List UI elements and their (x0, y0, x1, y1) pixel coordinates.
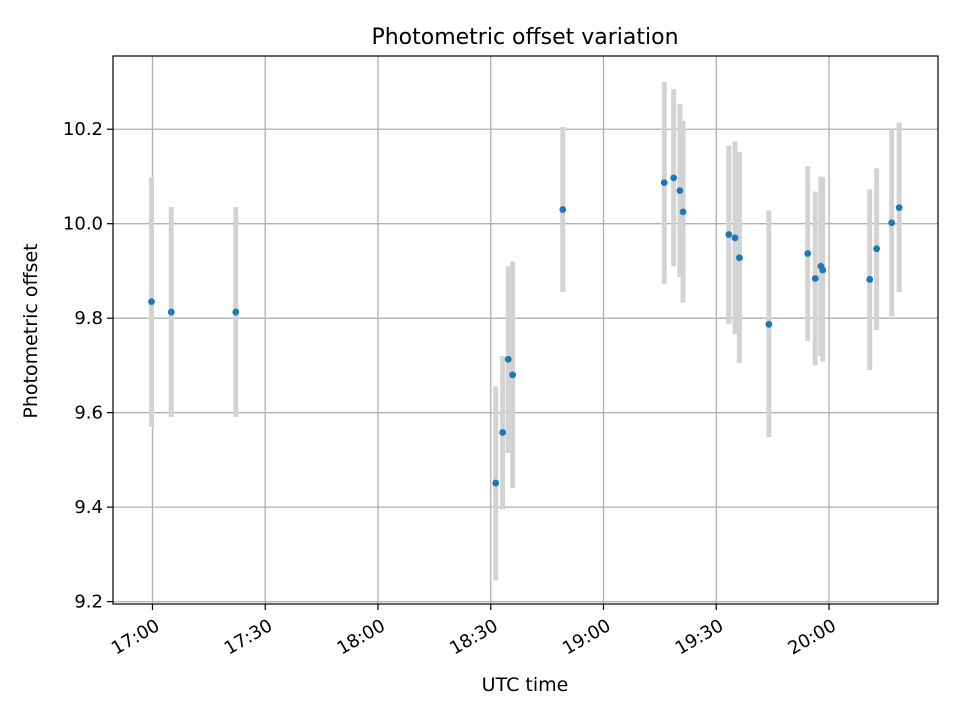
data-point (812, 275, 819, 282)
data-point (804, 250, 811, 257)
data-point (232, 309, 239, 316)
data-point (888, 219, 895, 226)
data-point (499, 429, 506, 436)
data-point (168, 309, 175, 316)
data-point (866, 276, 873, 283)
chart-figure: Photometric offset variation 17:00 17:30 1… (0, 0, 960, 720)
y-tick-label: 9.8 (74, 308, 103, 329)
data-point (680, 208, 687, 215)
data-point (505, 356, 512, 363)
data-point (492, 480, 499, 487)
data-point (732, 234, 739, 241)
data-point (765, 321, 772, 328)
y-tick-label: 10.2 (63, 119, 103, 140)
data-point (819, 267, 826, 274)
data-point (670, 174, 677, 181)
y-axis-label: Photometric offset (20, 243, 42, 418)
data-point (873, 245, 880, 252)
data-point (677, 187, 684, 194)
y-tick-label: 10.0 (63, 214, 103, 235)
data-point (509, 371, 516, 378)
y-tick-label: 9.2 (74, 592, 103, 613)
data-point (736, 254, 743, 261)
chart-title: Photometric offset variation (371, 25, 678, 50)
y-tick-label: 9.6 (74, 403, 103, 424)
data-point (559, 206, 566, 213)
data-point (661, 179, 668, 186)
data-point (725, 231, 732, 238)
data-point (148, 298, 155, 305)
y-tick-label: 9.4 (74, 497, 103, 518)
x-axis-label: UTC time (482, 674, 569, 696)
data-point (896, 204, 903, 211)
